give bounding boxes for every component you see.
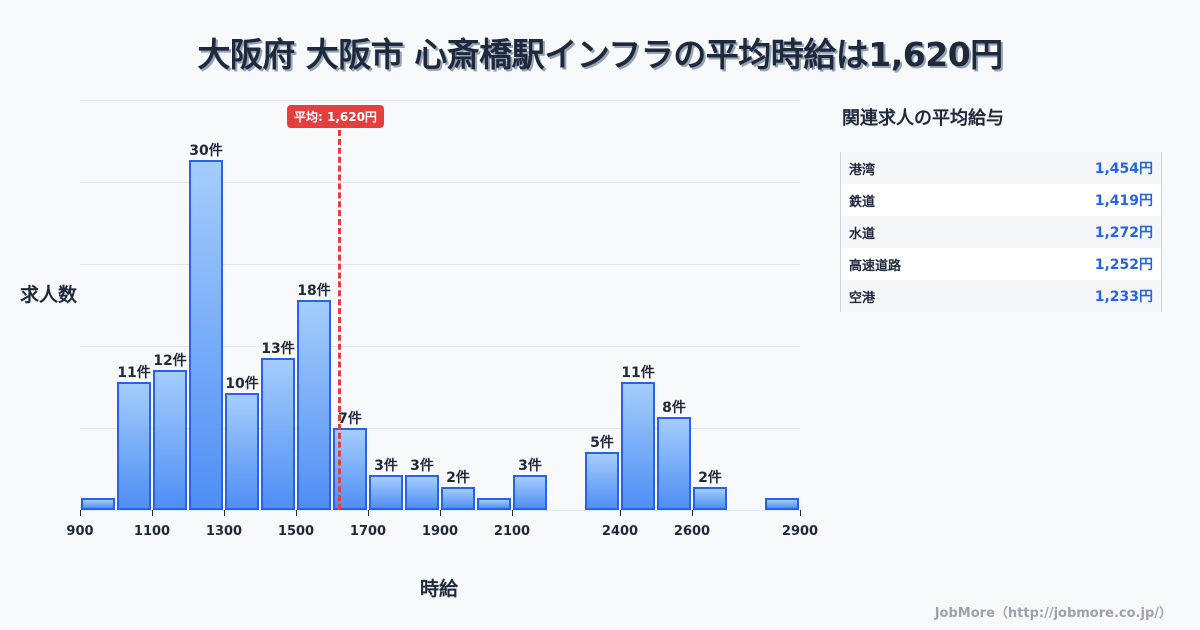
x-tick-label: 1100 [133, 524, 171, 539]
related-salary-table: 港湾 1,454円鉄道 1,419円水道 1,272円高速道路 1,252円空港 1,23… [840, 152, 1162, 312]
page-title: 大阪府 大阪市 心斎橋駅インフラの平均時給は1,620円 [197, 35, 1003, 74]
bar-value-label: 18件 [297, 283, 331, 299]
histogram-bar [656, 416, 691, 510]
bar-value-label: 3件 [410, 458, 434, 474]
bar-value-label: 3件 [518, 458, 542, 474]
x-tick-label: 2400 [601, 524, 639, 539]
x-tick [512, 510, 513, 516]
related-salary-title: 関連求人の平均給与 [842, 108, 1004, 129]
x-tick-label: 1700 [349, 524, 387, 539]
histogram-bar [512, 475, 547, 510]
bar-value-label: 13件 [261, 341, 295, 358]
x-tick [620, 510, 621, 516]
average-salary-value: 1,252円 [1094, 257, 1153, 273]
average-salary-value: 1,272円 [1094, 225, 1153, 241]
histogram-bar [80, 498, 115, 510]
x-tick-label: 1500 [277, 524, 315, 539]
gridline [80, 100, 800, 101]
x-tick-label: 2100 [493, 524, 531, 539]
bar-value-label: 8件 [662, 399, 686, 416]
job-category-name: 水道 [849, 226, 876, 242]
x-tick [152, 510, 153, 516]
gridline [80, 264, 800, 265]
bar-value-label: 3件 [374, 458, 398, 474]
histogram-bar [260, 358, 295, 510]
x-tick [80, 510, 81, 516]
x-tick [224, 510, 225, 516]
average-line [338, 130, 342, 510]
bar-value-label: 2件 [446, 469, 470, 486]
histogram-bar [404, 475, 439, 510]
average-badge: 平均: 1,620円 [287, 105, 384, 128]
bar-value-label: 2件 [698, 469, 722, 486]
job-category-name: 港湾 [849, 162, 876, 178]
gridline [80, 428, 800, 429]
x-tick [296, 510, 297, 516]
bar-value-label: 12件 [153, 353, 187, 369]
x-axis-label: 時給 [420, 578, 459, 600]
histogram-bar [764, 498, 799, 510]
bar-value-label: 5件 [590, 434, 614, 451]
related-salary-row: 水道 1,272円 [841, 216, 1161, 248]
histogram-bar [476, 498, 511, 510]
related-salary-panel: 関連求人の平均給与 港湾 1,454円鉄道 1,419円水道 1,272円高速道路 1,… [840, 100, 1162, 312]
x-tick-label: 2900 [781, 524, 819, 539]
x-tick-label: 900 [66, 524, 94, 539]
job-category-name: 鉄道 [849, 194, 876, 210]
related-salary-row: 空港 1,233円 [841, 280, 1161, 312]
job-category-name: 高速道路 [849, 258, 902, 274]
x-tick-label: 2600 [673, 524, 711, 539]
credit-text: JobMore（http://jobmore.co.jp/） [934, 606, 1172, 621]
average-salary-value: 1,454円 [1094, 161, 1153, 177]
bar-value-label: 11件 [621, 364, 655, 381]
histogram-bar [116, 381, 151, 510]
histogram-bar [368, 475, 403, 510]
x-tick-label: 1300 [205, 524, 243, 539]
histogram-bar [620, 381, 655, 510]
histogram-bar [440, 486, 475, 510]
histogram-bar [296, 300, 331, 510]
bar-value-label: 7件 [338, 411, 362, 428]
bar-value-label: 11件 [117, 364, 151, 381]
x-tick [368, 510, 369, 516]
histogram-bar [152, 370, 187, 510]
histogram-bar [188, 160, 223, 510]
histogram-chart: 求人数 時給 11件 12件 30件 10件 13件 18件 7件 3件 3件 2件 3件 5件 11件… [20, 100, 819, 600]
average-salary-value: 1,233円 [1094, 289, 1153, 305]
bar-value-label: 30件 [189, 143, 223, 159]
average-salary-value: 1,419円 [1094, 193, 1153, 209]
bar-value-label: 10件 [225, 376, 259, 393]
gridline [80, 346, 800, 347]
related-salary-row: 港湾 1,454円 [841, 152, 1161, 184]
gridline [80, 182, 800, 183]
y-axis-label: 求人数 [20, 284, 78, 306]
histogram-bar [692, 486, 727, 510]
related-salary-row: 高速道路 1,252円 [841, 248, 1161, 280]
job-category-name: 空港 [849, 290, 876, 306]
histogram-bar [584, 451, 619, 510]
x-tick [692, 510, 693, 516]
related-salary-row: 鉄道 1,419円 [841, 184, 1161, 216]
x-tick [440, 510, 441, 516]
x-tick [800, 510, 801, 516]
x-tick-label: 1900 [421, 524, 459, 539]
histogram-bar [224, 393, 259, 510]
